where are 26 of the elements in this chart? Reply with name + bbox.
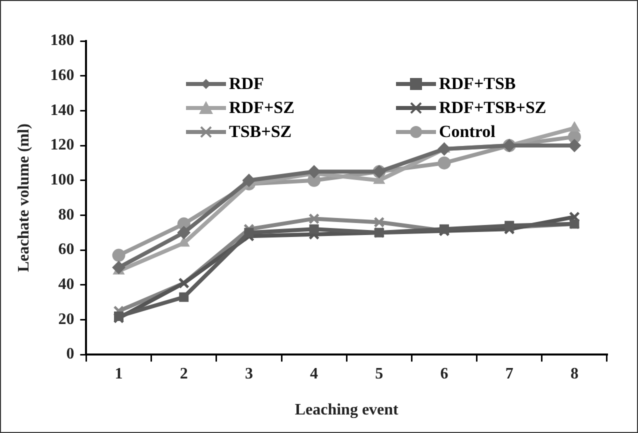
y-tick-label: 60 (58, 241, 74, 258)
x-tick-label: 2 (180, 365, 188, 382)
y-tick-label: 120 (50, 136, 74, 154)
x-tick-label: 5 (375, 365, 384, 382)
legend-label: RDF (229, 74, 264, 94)
y-tick-label: 0 (66, 346, 74, 363)
y-tick-label: 140 (50, 102, 74, 119)
y-tick-label: 20 (58, 310, 74, 328)
x-axis-title: Leaching event (294, 402, 400, 419)
y-tick-label: 100 (50, 172, 74, 189)
y-axis-title: Leachate volume (ml) (16, 124, 33, 272)
x-tick-label: 1 (114, 365, 123, 382)
legend-label: TSB+SZ (229, 122, 292, 142)
legend-label: Control (439, 122, 496, 142)
x-tick-label: 7 (505, 365, 514, 382)
x-tick-label: 8 (570, 365, 578, 382)
legend-label: RDF+TSB+SZ (439, 98, 546, 118)
legend-label: RDF+TSB (439, 74, 516, 94)
y-tick-label: 160 (50, 66, 74, 84)
legend-label: RDF+SZ (229, 98, 294, 118)
y-tick-label: 80 (58, 206, 74, 224)
y-tick-label: 40 (58, 276, 74, 294)
x-tick-label: 6 (440, 365, 448, 382)
x-tick-label: 3 (244, 365, 253, 382)
y-tick-label: 180 (50, 32, 74, 50)
x-tick-label: 4 (310, 365, 318, 382)
